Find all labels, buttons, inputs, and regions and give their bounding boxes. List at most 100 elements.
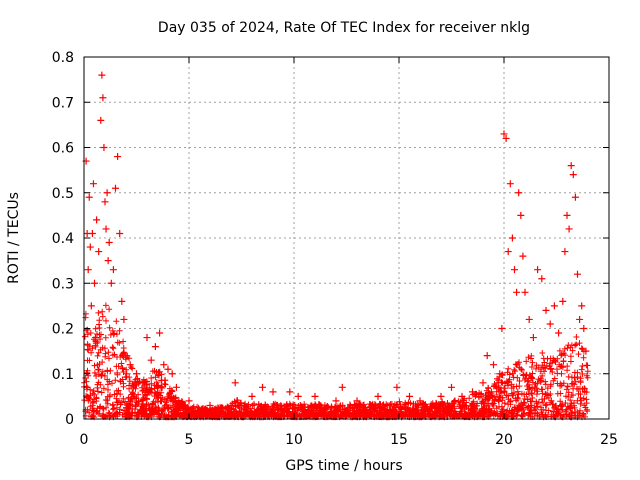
data-point: [88, 229, 96, 237]
data-point: [506, 180, 514, 188]
data-point: [538, 275, 546, 283]
data-point: [561, 248, 569, 256]
data-point: [86, 243, 94, 251]
data-point: [567, 162, 575, 170]
data-point: [99, 94, 107, 102]
y-axis-ticks: 0 0.1 0.2 0.3 0.4 0.5 0.6 0.7 0.8: [52, 50, 609, 428]
data-point: [101, 198, 109, 206]
data-point: [102, 225, 110, 233]
chart-title: Day 035 of 2024, Rate Of TEC Index for r…: [158, 20, 530, 36]
data-point: [206, 401, 214, 409]
data-point: [120, 315, 128, 323]
y-tick-label: 0.1: [52, 367, 74, 383]
data-point: [571, 193, 579, 201]
data-point: [353, 397, 361, 405]
y-tick-label: 0.4: [52, 231, 74, 247]
data-point: [269, 388, 277, 396]
data-point: [513, 288, 521, 296]
x-axis-label: GPS time / hours: [285, 458, 402, 474]
data-point: [338, 383, 346, 391]
x-tick-label: 5: [185, 432, 194, 448]
data-point: [374, 392, 382, 400]
data-point: [504, 248, 512, 256]
data-point: [393, 383, 401, 391]
data-point: [448, 383, 455, 391]
data-point: [332, 397, 340, 405]
data-point: [542, 306, 550, 314]
data-point: [114, 153, 122, 161]
data-point: [143, 334, 151, 342]
data-point: [500, 130, 508, 138]
y-tick-label: 0.7: [52, 95, 74, 111]
data-point: [151, 343, 159, 351]
data-point: [576, 315, 584, 323]
data-point: [490, 361, 497, 369]
x-tick-label: 10: [285, 432, 303, 448]
data-point: [580, 325, 588, 332]
data-point: [139, 379, 147, 387]
data-point: [559, 297, 567, 305]
data-point: [519, 252, 527, 260]
data-point: [483, 352, 491, 360]
data-point: [107, 279, 115, 287]
data-point: [92, 334, 100, 342]
data-point: [95, 248, 103, 256]
data-point: [529, 334, 537, 342]
data-point: [156, 329, 164, 337]
data-point: [416, 397, 424, 405]
data-point: [87, 302, 95, 310]
data-point: [574, 270, 581, 278]
data-point: [104, 257, 112, 265]
data-point: [311, 392, 319, 400]
data-point: [100, 144, 108, 151]
data-point: [259, 383, 266, 391]
y-tick-label: 0.2: [52, 322, 74, 338]
data-point: [112, 184, 119, 192]
y-tick-label: 0.5: [52, 186, 74, 202]
data-point: [569, 171, 577, 179]
data-point: [502, 134, 510, 142]
data-point: [469, 388, 476, 396]
data-point: [555, 329, 563, 337]
data-point: [578, 302, 586, 310]
data-point: [98, 71, 106, 79]
y-tick-label: 0.3: [52, 276, 74, 292]
data-point: [498, 325, 506, 332]
data-point: [147, 356, 155, 364]
data-point: [511, 266, 518, 274]
data-point: [521, 288, 529, 296]
data-point: [122, 352, 130, 360]
data-point: [546, 320, 554, 328]
data-point: [458, 392, 466, 400]
data-point: [85, 193, 93, 201]
data-point: [248, 392, 256, 400]
grid: [84, 57, 609, 419]
x-tick-label: 20: [495, 432, 513, 448]
data-point: [84, 266, 92, 274]
data-point: [97, 116, 105, 124]
data-points: [82, 71, 590, 409]
data-point: [168, 370, 176, 378]
data-point: [118, 297, 126, 305]
data-point: [133, 370, 140, 378]
data-point: [563, 211, 571, 219]
data-point: [406, 392, 413, 400]
data-point: [515, 189, 523, 197]
data-point: [508, 234, 516, 242]
y-tick-label: 0: [65, 412, 74, 428]
x-tick-label: 15: [390, 432, 408, 448]
data-point: [105, 239, 113, 247]
x-tick-label: 25: [600, 432, 618, 448]
data-point: [103, 189, 111, 197]
data-point: [91, 279, 98, 287]
y-tick-label: 0.8: [52, 50, 74, 66]
data-point: [185, 397, 193, 405]
x-axis-ticks: 0 5 10 15 20 25: [80, 57, 618, 448]
x-tick-label: 0: [80, 432, 89, 448]
y-tick-label: 0.6: [52, 141, 74, 157]
data-point: [116, 229, 124, 237]
noise-band: [81, 302, 591, 421]
data-point: [89, 180, 97, 188]
data-point: [525, 315, 533, 323]
data-point: [231, 379, 239, 387]
